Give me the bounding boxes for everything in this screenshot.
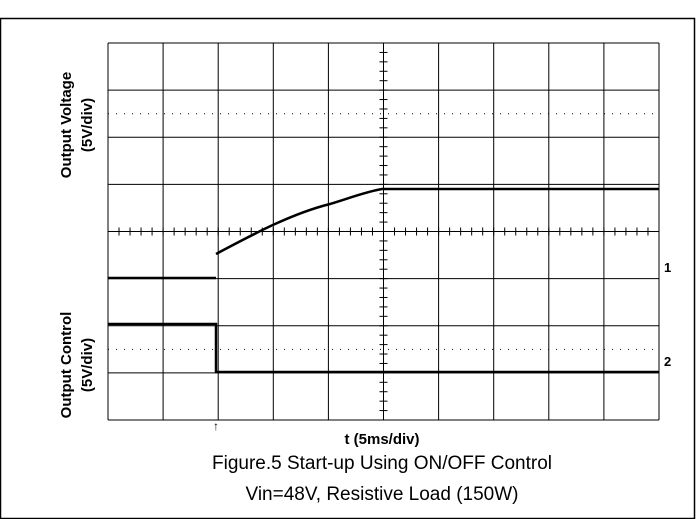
scope-grid xyxy=(107,42,660,421)
traces xyxy=(108,187,659,374)
channel-marker: 2 xyxy=(664,354,671,369)
control-trace xyxy=(108,322,659,374)
y-scale: (5V/div) xyxy=(79,98,96,152)
caption: Vin=48V, Resistive Load (150W) xyxy=(245,484,518,505)
caption: Figure.5 Start-up Using ON/OFF Control xyxy=(212,453,552,474)
y-label: Output Voltage xyxy=(58,72,75,178)
y-label: Output Control xyxy=(58,312,75,419)
channel-marker: 1 xyxy=(664,260,671,275)
y-scale: (5V/div) xyxy=(79,338,96,392)
trigger-marker: ↑ xyxy=(213,419,219,433)
voltage-trace xyxy=(215,187,659,256)
x-label: t (5ms/div) xyxy=(344,431,419,448)
